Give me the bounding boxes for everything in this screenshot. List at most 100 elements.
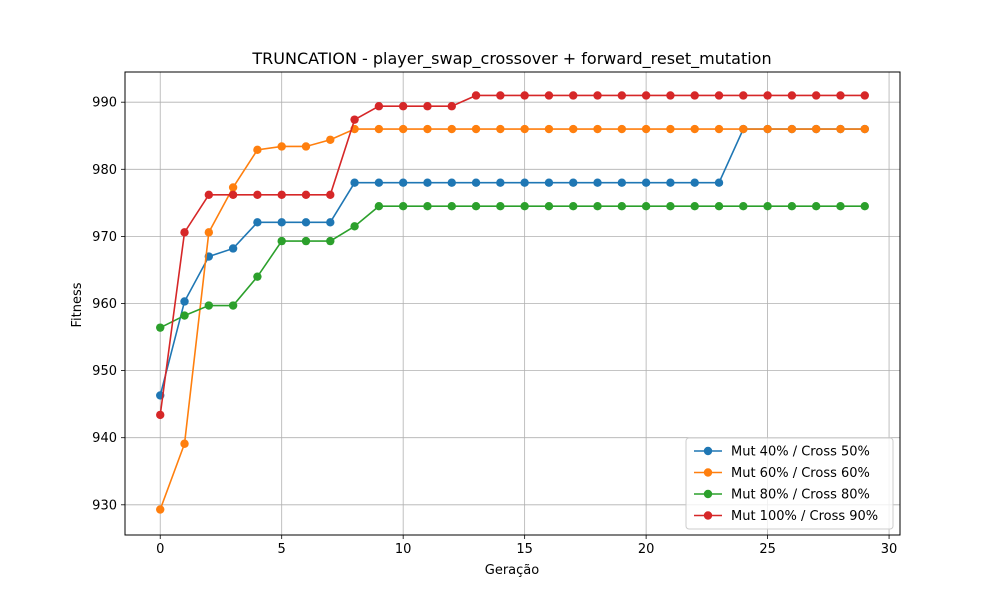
data-point <box>544 178 554 187</box>
x-axis-ticks: 0 5 10 15 20 25 30 <box>156 535 897 557</box>
data-point <box>447 102 456 111</box>
data-point <box>398 124 408 134</box>
data-point <box>569 124 578 134</box>
data-point <box>520 124 529 134</box>
data-point <box>836 202 845 211</box>
data-point <box>471 178 481 187</box>
data-point <box>496 91 505 100</box>
data-point <box>326 236 335 246</box>
x-tick-label: 0 <box>156 542 164 557</box>
data-point <box>690 91 699 100</box>
chart-title: TRUNCATION - player_swap_crossover + for… <box>251 49 771 69</box>
data-point <box>787 124 797 134</box>
data-point <box>228 301 238 310</box>
data-point <box>544 124 554 134</box>
data-point <box>228 183 238 192</box>
data-point <box>253 218 262 227</box>
data-point <box>326 135 335 144</box>
data-point <box>277 142 286 151</box>
data-point <box>204 190 214 199</box>
data-point <box>544 91 554 100</box>
data-point <box>496 124 505 134</box>
x-tick-label: 25 <box>759 542 776 557</box>
data-point <box>301 236 311 246</box>
series-group <box>156 91 869 420</box>
data-point <box>714 178 724 187</box>
data-point <box>860 202 869 211</box>
y-axis-ticks: 930 940 950 960 970 980 990 <box>92 96 125 513</box>
data-point <box>496 178 505 187</box>
y-tick-label: 960 <box>92 297 117 312</box>
data-point <box>301 190 311 199</box>
data-point <box>666 202 675 211</box>
data-point <box>156 323 165 332</box>
data-point <box>811 91 821 100</box>
y-tick-label: 950 <box>92 364 117 379</box>
data-point <box>423 202 432 211</box>
data-point <box>544 202 554 211</box>
series-group <box>156 202 869 332</box>
data-point <box>617 178 627 187</box>
y-tick-label: 940 <box>92 431 117 446</box>
x-tick-label: 5 <box>278 542 286 557</box>
data-point <box>569 178 578 187</box>
data-point <box>350 222 359 231</box>
data-point <box>593 91 602 100</box>
data-point <box>350 115 359 124</box>
data-point <box>714 91 724 100</box>
series-group <box>156 124 869 514</box>
data-point <box>277 218 286 227</box>
legend: Mut 40% / Cross 50% Mut 60% / Cross 60% Mu… <box>685 437 894 530</box>
data-point <box>374 202 384 211</box>
data-point <box>228 190 238 199</box>
legend-marker <box>703 489 713 499</box>
data-point <box>714 202 724 211</box>
data-point <box>569 202 578 211</box>
data-point <box>398 102 408 111</box>
data-point <box>520 178 529 187</box>
data-point <box>690 202 699 211</box>
data-point <box>617 91 627 100</box>
data-point <box>617 202 627 211</box>
data-point <box>739 202 748 211</box>
data-point <box>374 178 384 187</box>
data-point <box>763 202 772 211</box>
data-point <box>180 228 189 237</box>
data-point <box>641 178 651 187</box>
data-point <box>350 178 359 187</box>
data-point <box>860 124 869 134</box>
data-point <box>277 236 286 246</box>
y-tick-label: 930 <box>92 498 117 513</box>
data-point <box>520 91 529 100</box>
data-point <box>739 124 748 134</box>
data-point <box>180 297 189 306</box>
data-point <box>301 142 311 151</box>
data-point <box>496 202 505 211</box>
legend-label: Mut 80% / Cross 80% <box>731 488 870 503</box>
data-point <box>180 439 189 448</box>
data-point <box>447 178 456 187</box>
data-point <box>326 190 335 199</box>
data-point <box>714 124 724 134</box>
y-tick-label: 970 <box>92 230 117 245</box>
legend-label: Mut 100% / Cross 90% <box>731 509 878 524</box>
data-point <box>423 178 432 187</box>
data-point <box>180 311 189 320</box>
data-point <box>787 91 797 100</box>
y-tick-label: 980 <box>92 163 117 178</box>
data-point <box>423 124 432 134</box>
data-point <box>471 202 481 211</box>
data-point <box>326 218 335 227</box>
legend-marker <box>703 446 713 456</box>
data-point <box>690 178 699 187</box>
data-point <box>471 91 481 100</box>
data-point <box>666 178 675 187</box>
data-point <box>641 202 651 211</box>
data-point <box>666 124 675 134</box>
data-point <box>301 218 311 227</box>
data-point <box>641 124 651 134</box>
data-point <box>520 202 529 211</box>
x-tick-label: 15 <box>516 542 533 557</box>
